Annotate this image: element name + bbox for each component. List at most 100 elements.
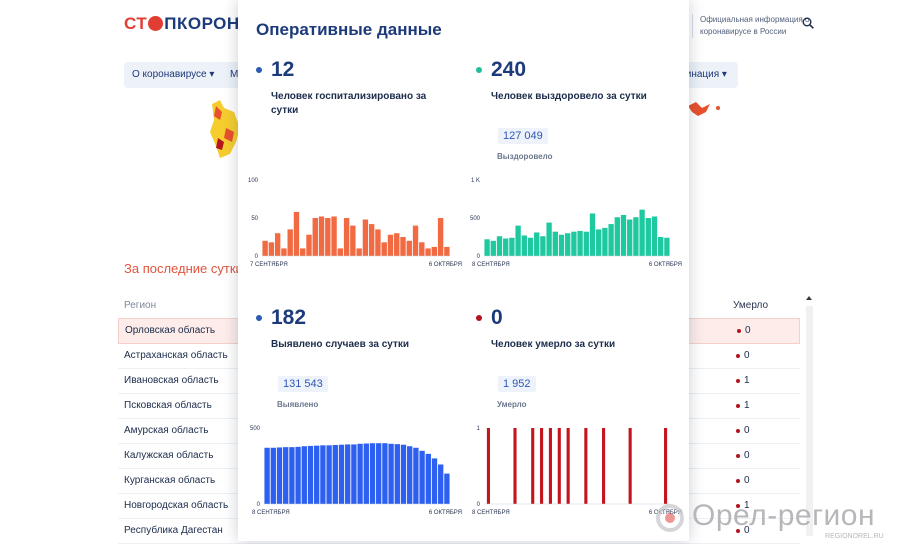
bar[interactable] xyxy=(628,428,632,504)
bar[interactable] xyxy=(444,473,450,504)
bar[interactable] xyxy=(376,443,382,504)
bar[interactable] xyxy=(338,444,345,504)
bar[interactable] xyxy=(540,428,544,504)
bar[interactable] xyxy=(546,222,552,256)
bar[interactable] xyxy=(268,242,275,256)
bar[interactable] xyxy=(548,428,552,504)
bar[interactable] xyxy=(264,447,270,504)
bar[interactable] xyxy=(658,237,664,256)
bar[interactable] xyxy=(287,229,293,256)
nav-about-coronavirus[interactable]: О коронавирусе ▾ xyxy=(124,62,232,88)
bar[interactable] xyxy=(651,216,658,256)
bar[interactable] xyxy=(332,445,338,504)
bar[interactable] xyxy=(326,445,332,504)
bar[interactable] xyxy=(295,446,301,504)
bar[interactable] xyxy=(438,464,444,504)
bar[interactable] xyxy=(350,225,356,256)
bar[interactable] xyxy=(320,445,326,504)
russia-map-fragment[interactable] xyxy=(206,98,242,162)
bar[interactable] xyxy=(565,233,571,256)
bar[interactable] xyxy=(318,216,325,256)
bar[interactable] xyxy=(583,231,589,256)
bar[interactable] xyxy=(345,444,351,504)
bar[interactable] xyxy=(589,213,596,256)
bar[interactable] xyxy=(356,248,362,256)
bar[interactable] xyxy=(664,237,670,256)
bar[interactable] xyxy=(645,218,651,256)
bar[interactable] xyxy=(262,240,268,256)
bar[interactable] xyxy=(566,428,570,504)
bar[interactable] xyxy=(608,224,614,256)
search-icon[interactable] xyxy=(802,17,814,29)
bar[interactable] xyxy=(557,428,561,504)
bar[interactable] xyxy=(521,235,527,256)
bar[interactable] xyxy=(602,428,606,504)
scrollbar[interactable] xyxy=(806,306,813,536)
bar[interactable] xyxy=(419,450,425,504)
bar[interactable] xyxy=(283,447,289,504)
bar[interactable] xyxy=(540,236,546,256)
bar[interactable] xyxy=(368,224,375,256)
bar[interactable] xyxy=(503,238,509,256)
bar[interactable] xyxy=(351,444,357,504)
bar[interactable] xyxy=(369,443,376,504)
bar[interactable] xyxy=(270,447,276,504)
bar[interactable] xyxy=(431,246,438,256)
bar[interactable] xyxy=(413,447,419,504)
bar[interactable] xyxy=(312,218,318,256)
bar[interactable] xyxy=(602,227,608,256)
bar[interactable] xyxy=(289,447,295,504)
bar[interactable] xyxy=(614,217,620,256)
bar[interactable] xyxy=(363,443,369,504)
bar[interactable] xyxy=(484,239,490,256)
bar[interactable] xyxy=(362,219,369,256)
bar[interactable] xyxy=(375,229,381,256)
bar[interactable] xyxy=(444,246,450,256)
bar[interactable] xyxy=(382,443,388,504)
bar[interactable] xyxy=(307,445,314,504)
bar[interactable] xyxy=(558,234,565,256)
bar[interactable] xyxy=(274,233,281,256)
bar[interactable] xyxy=(552,231,558,256)
bar[interactable] xyxy=(515,225,521,256)
bar[interactable] xyxy=(577,230,583,256)
bar[interactable] xyxy=(381,242,387,256)
bar[interactable] xyxy=(281,248,287,256)
bar[interactable] xyxy=(584,428,588,504)
bar[interactable] xyxy=(633,217,639,256)
official-info-text[interactable]: Официальная информация о коронавирусе в … xyxy=(692,14,810,38)
bar[interactable] xyxy=(534,232,540,256)
bar[interactable] xyxy=(531,428,535,504)
scroll-up-arrow[interactable] xyxy=(806,296,812,300)
bar[interactable] xyxy=(639,209,645,256)
bar[interactable] xyxy=(509,237,515,256)
bar[interactable] xyxy=(496,236,503,256)
bar[interactable] xyxy=(412,225,419,256)
bar[interactable] xyxy=(293,211,300,256)
bar[interactable] xyxy=(394,233,400,256)
bar[interactable] xyxy=(388,443,394,504)
bar[interactable] xyxy=(425,248,431,256)
bar[interactable] xyxy=(437,218,444,256)
column-header-died[interactable]: Умерло xyxy=(733,300,769,311)
bar[interactable] xyxy=(513,428,517,504)
bar[interactable] xyxy=(400,237,406,256)
bar[interactable] xyxy=(527,237,534,256)
bar[interactable] xyxy=(387,234,394,256)
bar[interactable] xyxy=(406,240,412,256)
bar[interactable] xyxy=(306,234,312,256)
bar[interactable] xyxy=(394,444,400,504)
bar[interactable] xyxy=(357,443,363,504)
bar[interactable] xyxy=(400,444,407,504)
bar[interactable] xyxy=(407,446,413,504)
bar[interactable] xyxy=(490,240,496,256)
bar[interactable] xyxy=(337,248,344,256)
column-header-region[interactable]: Регион xyxy=(124,300,157,311)
bar[interactable] xyxy=(301,446,307,504)
bar[interactable] xyxy=(571,231,577,256)
bar[interactable] xyxy=(596,229,602,256)
bar[interactable] xyxy=(300,248,306,256)
bar[interactable] xyxy=(325,218,331,256)
bar[interactable] xyxy=(486,428,490,504)
bar[interactable] xyxy=(425,453,431,504)
